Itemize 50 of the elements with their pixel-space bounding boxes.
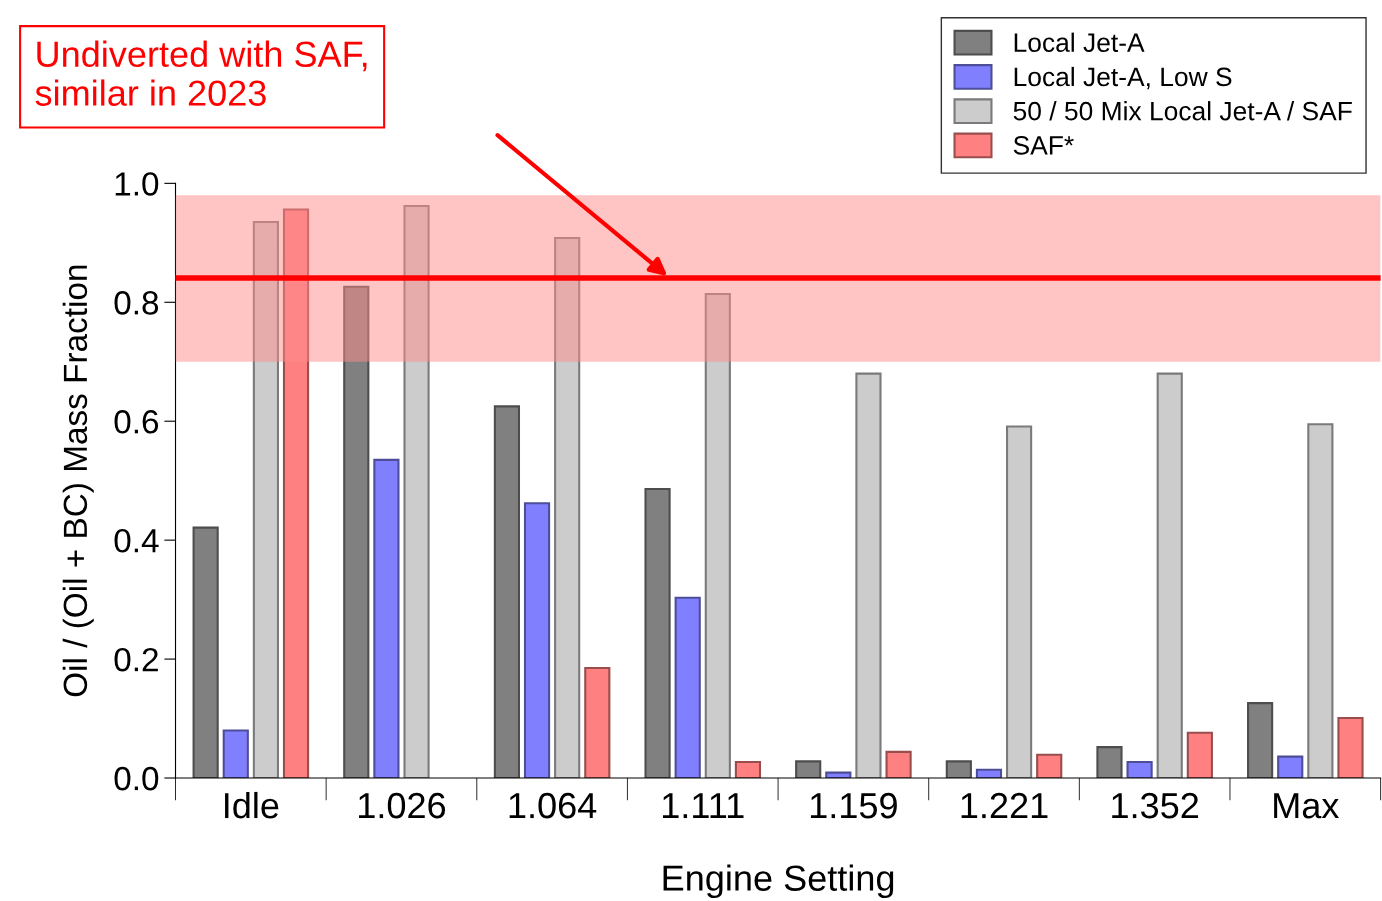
legend-label: Local Jet-A	[1014, 32, 1145, 52]
bar	[192, 526, 219, 779]
bar	[1036, 753, 1063, 779]
x-tick-label: 1.159	[810, 792, 897, 819]
bar	[1126, 760, 1153, 779]
y-tick-label: 0.2	[114, 647, 158, 672]
bar	[282, 208, 310, 779]
bar	[252, 220, 279, 779]
x-tick-label: 1.111	[662, 793, 744, 819]
legend-label: 50 / 50 Mix Local Jet-A / SAF	[1013, 101, 1352, 121]
bar	[945, 760, 972, 779]
bar	[674, 596, 701, 779]
bar	[1247, 702, 1274, 779]
bar	[885, 750, 912, 779]
bar	[644, 487, 671, 779]
y-tick-label: 0.0	[114, 766, 159, 791]
x-axis-title: Engine Setting	[663, 864, 894, 899]
x-tick-label: 1.352	[1112, 792, 1199, 819]
bar	[373, 458, 400, 779]
x-tick-label: Max	[1274, 793, 1340, 819]
bar	[1337, 716, 1364, 779]
bar	[1277, 755, 1304, 779]
bar	[1307, 423, 1334, 779]
x-tick-label: 1.221	[961, 792, 1048, 819]
bar	[795, 760, 822, 779]
y-axis-title: Oil / (Oil + BC) Mass Fraction	[62, 265, 94, 697]
y-tick-label: 0.6	[114, 410, 159, 434]
y-tick-label: 1.0	[115, 172, 159, 196]
bar	[523, 502, 551, 779]
bar	[343, 285, 370, 779]
bar	[1186, 731, 1213, 779]
bar	[1096, 746, 1123, 779]
bar	[855, 372, 882, 779]
x-tick-label: Idle	[225, 791, 279, 819]
bar	[493, 405, 521, 779]
legend-label: Local Jet-A, Low S	[1014, 66, 1232, 90]
bar	[704, 292, 731, 779]
bar	[222, 729, 249, 779]
x-tick-label: 1.026	[359, 792, 446, 819]
x-tick-label: 1.064	[509, 792, 597, 819]
bar	[403, 204, 430, 779]
legend-label: SAF*	[1013, 136, 1074, 155]
bar	[1006, 425, 1033, 779]
bar	[1156, 372, 1183, 779]
y-tick-label: 0.8	[114, 291, 159, 315]
bar	[554, 237, 581, 779]
y-tick-label: 0.4	[114, 528, 159, 553]
text: Undiverted with SAF, similar in 2023	[35, 40, 367, 106]
bar	[734, 760, 762, 779]
bar	[584, 666, 611, 779]
